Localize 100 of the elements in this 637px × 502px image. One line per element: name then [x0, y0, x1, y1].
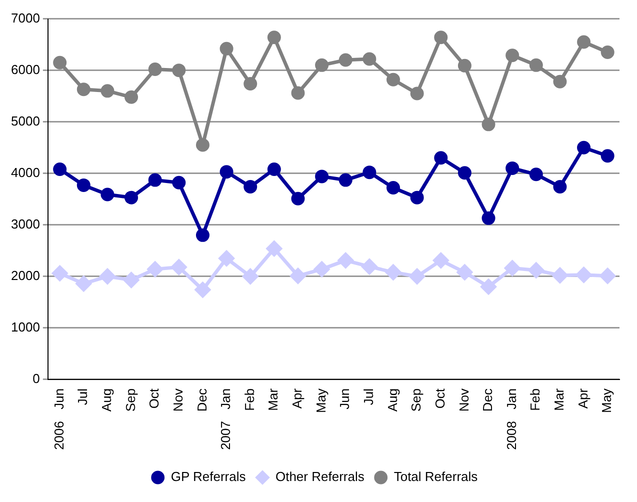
point [100, 188, 114, 202]
text: 2006 [51, 421, 66, 450]
y-tick-label: 1000 [11, 320, 40, 334]
y-tick-label: 2000 [11, 268, 40, 283]
y-tick-label: 3000 [11, 216, 40, 232]
y-tick-label: 5000 [11, 113, 40, 128]
x-tick-label: Jul [75, 388, 90, 406]
x-tick-label: Aug [384, 388, 400, 412]
point [172, 64, 186, 78]
x-tick-label: Jun [337, 388, 352, 410]
x-tick-label: Jul [361, 388, 376, 406]
point [600, 46, 614, 60]
legend-label: GP Referrals [170, 469, 246, 484]
x-tick-label: Oct [146, 388, 162, 409]
y-tick-label: 0 [32, 371, 40, 386]
point [147, 261, 163, 277]
x-tick-label: Oct [432, 388, 448, 409]
x-tick-label: Dec [194, 388, 210, 412]
y-tick-label: 4000 [11, 164, 40, 180]
point [433, 252, 449, 268]
x-tick-label: Dec [480, 388, 496, 412]
y-tick-label: 7000 [11, 10, 40, 26]
point [291, 192, 305, 206]
point [410, 190, 424, 204]
point [124, 90, 138, 104]
x-tick-label: Mar [266, 388, 281, 411]
point [529, 58, 543, 72]
point [100, 268, 116, 284]
point [244, 76, 258, 90]
point [148, 62, 162, 76]
x-tick-label: Apr [290, 388, 305, 409]
x-tick-label: Nov [170, 388, 186, 412]
point [196, 138, 210, 152]
point [386, 72, 400, 86]
point [482, 118, 496, 132]
point [52, 266, 68, 282]
x-tick-label: Feb [242, 388, 257, 411]
legend-label: Total Referrals [394, 469, 478, 484]
point [124, 272, 140, 288]
point [218, 250, 234, 266]
point [76, 276, 92, 292]
point [291, 86, 305, 100]
legend-label: Other Referrals [275, 469, 365, 484]
point [553, 74, 567, 88]
x-tick-label: May [313, 388, 328, 414]
point [506, 48, 520, 62]
point [53, 56, 67, 70]
point [171, 259, 187, 275]
x-tick-label: Apr [575, 388, 590, 409]
point [338, 173, 352, 187]
point [314, 261, 330, 277]
point [194, 282, 210, 298]
point [576, 267, 592, 283]
x-tick-label: Sep [408, 388, 424, 412]
point [362, 166, 376, 180]
point [76, 82, 90, 96]
point [456, 264, 472, 280]
text: 2007 [218, 421, 234, 450]
x-tick-label: May [599, 388, 614, 414]
point [600, 268, 616, 284]
point [315, 58, 329, 72]
point [266, 240, 282, 256]
point [600, 149, 614, 163]
point [267, 162, 281, 176]
x-tick-label: Aug [99, 388, 114, 412]
point [267, 30, 281, 44]
x-tick-label: Nov [456, 388, 472, 412]
point [148, 173, 162, 187]
point [506, 161, 520, 175]
point [577, 35, 591, 49]
point [553, 180, 567, 194]
point [362, 52, 376, 66]
x-tick-label: Sep [122, 388, 138, 412]
point [434, 30, 448, 44]
point [100, 84, 114, 98]
point [504, 260, 520, 276]
x-tick-label: Mar [552, 388, 567, 411]
point [458, 58, 472, 72]
point [338, 53, 352, 67]
point [53, 162, 67, 176]
point [552, 268, 568, 284]
x-tick-label: Jan [218, 388, 234, 410]
point [124, 190, 138, 204]
text: 2008 [504, 421, 519, 450]
x-tick-label: Feb [528, 388, 543, 411]
point [290, 268, 306, 284]
point [529, 168, 543, 182]
point [458, 166, 472, 180]
point [577, 140, 591, 154]
point [386, 264, 401, 280]
point [315, 170, 329, 184]
point [528, 262, 544, 278]
point [409, 268, 425, 284]
point [76, 178, 90, 192]
x-tick-label: Jan [504, 388, 519, 410]
point [386, 181, 400, 195]
point [172, 176, 186, 190]
y-tick-label: 6000 [11, 62, 40, 77]
point [220, 165, 234, 179]
point [196, 228, 210, 242]
